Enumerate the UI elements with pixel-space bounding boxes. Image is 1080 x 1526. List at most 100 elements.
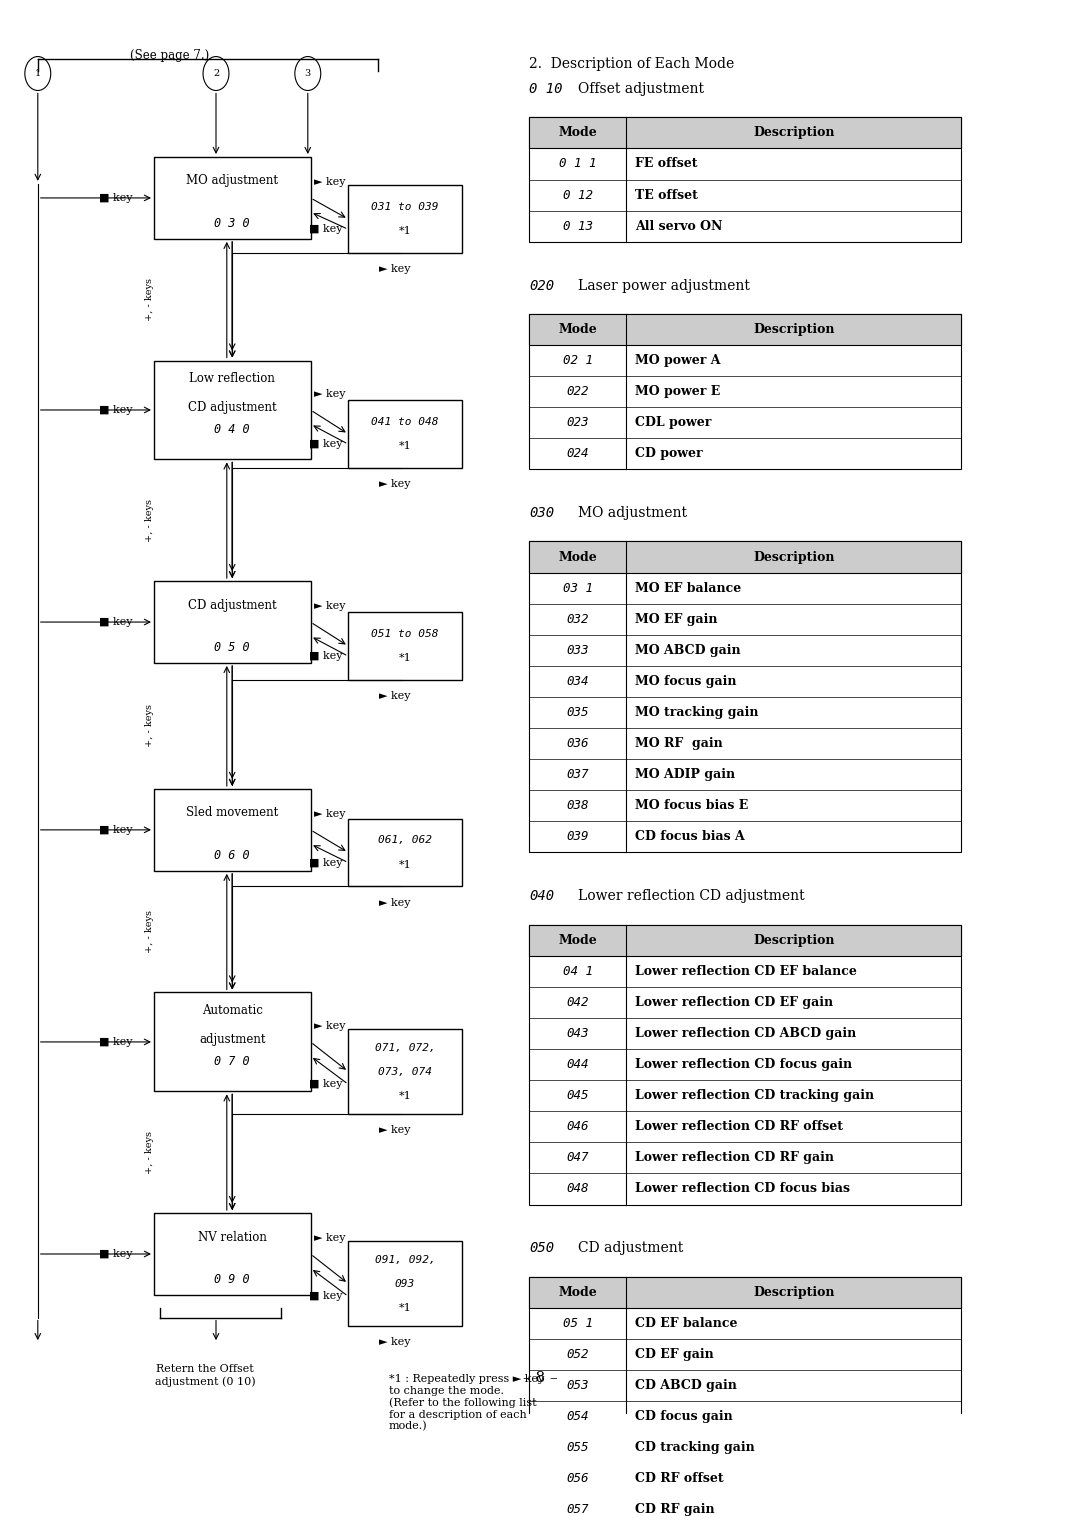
Text: ► key: ► key	[379, 479, 410, 490]
Text: 043: 043	[567, 1027, 589, 1039]
Text: 036: 036	[567, 737, 589, 751]
Text: 03 1: 03 1	[563, 581, 593, 595]
Text: CDL power: CDL power	[635, 417, 712, 429]
Text: CD ABCD gain: CD ABCD gain	[635, 1380, 737, 1392]
Text: 048: 048	[567, 1183, 589, 1195]
Text: 3: 3	[305, 69, 311, 78]
Bar	[529, 925, 961, 955]
Text: 0 13: 0 13	[563, 220, 593, 232]
Text: 02 1: 02 1	[563, 354, 593, 368]
Text: *1: *1	[399, 441, 411, 452]
Text: Lower reflection CD focus bias: Lower reflection CD focus bias	[635, 1183, 850, 1195]
Text: 091, 092,: 091, 092,	[375, 1254, 435, 1265]
Text: ► key: ► key	[313, 177, 346, 186]
Text: ► key: ► key	[379, 691, 410, 702]
Text: ■ key: ■ key	[309, 439, 343, 449]
Text: 0 1 1: 0 1 1	[559, 157, 596, 171]
Text: Description: Description	[753, 127, 835, 139]
Text: 040: 040	[529, 890, 554, 903]
Bar	[529, 542, 961, 572]
Text: Lower reflection CD focus gain: Lower reflection CD focus gain	[635, 1058, 852, 1071]
Text: Low reflection: Low reflection	[189, 372, 275, 386]
Text: Lower reflection CD RF offset: Lower reflection CD RF offset	[635, 1120, 843, 1134]
Text: 0 4 0: 0 4 0	[215, 423, 249, 436]
Text: 030: 030	[529, 507, 554, 520]
Text: Lower reflection CD RF gain: Lower reflection CD RF gain	[635, 1151, 834, 1164]
Text: CD focus bias A: CD focus bias A	[635, 830, 745, 844]
Text: Lower reflection CD ABCD gain: Lower reflection CD ABCD gain	[635, 1027, 856, 1039]
Text: MO focus bias E: MO focus bias E	[635, 800, 748, 812]
Text: 047: 047	[567, 1151, 589, 1164]
Text: 055: 055	[567, 1441, 589, 1454]
Text: ► key: ► key	[313, 1021, 346, 1030]
Text: Description: Description	[753, 551, 835, 563]
Text: CD EF gain: CD EF gain	[635, 1347, 714, 1361]
Text: MO tracking gain: MO tracking gain	[635, 707, 758, 719]
Text: 038: 038	[567, 800, 589, 812]
Text: 2: 2	[213, 69, 219, 78]
Text: 042: 042	[567, 996, 589, 1009]
Text: 093: 093	[395, 1279, 415, 1288]
Text: CD adjustment: CD adjustment	[578, 1241, 683, 1256]
Text: 032: 032	[567, 613, 589, 626]
Text: 057: 057	[567, 1503, 589, 1517]
Bar	[154, 360, 311, 459]
Bar	[154, 581, 311, 664]
Text: 023: 023	[567, 417, 589, 429]
Text: 0 5 0: 0 5 0	[215, 641, 249, 655]
Text: Mode: Mode	[558, 1286, 597, 1299]
Bar	[154, 1213, 311, 1296]
Text: *1: *1	[399, 859, 411, 870]
Text: Mode: Mode	[558, 934, 597, 946]
Text: ■ key: ■ key	[309, 1291, 343, 1302]
Text: +, - keys: +, - keys	[145, 705, 153, 748]
Text: *1 : Repeatedly press ► key
to change the mode.
(Refer to the following list
for: *1 : Repeatedly press ► key to change th…	[389, 1375, 544, 1431]
Text: 022: 022	[567, 385, 589, 398]
Text: 0 7 0: 0 7 0	[215, 1054, 249, 1068]
Text: Automatic: Automatic	[202, 1004, 262, 1018]
Text: Description: Description	[753, 1286, 835, 1299]
Text: CD focus gain: CD focus gain	[635, 1410, 733, 1424]
Text: Laser power adjustment: Laser power adjustment	[578, 279, 750, 293]
Text: 0 12: 0 12	[563, 189, 593, 201]
Text: Description: Description	[753, 934, 835, 946]
Text: 073, 074: 073, 074	[378, 1067, 432, 1077]
Text: +, - keys: +, - keys	[145, 499, 153, 542]
Text: 039: 039	[567, 830, 589, 844]
Text: MO adjustment: MO adjustment	[186, 174, 279, 188]
Text: Description: Description	[753, 324, 835, 336]
Text: 1: 1	[35, 69, 41, 78]
Text: Mode: Mode	[558, 127, 597, 139]
Bar	[154, 789, 311, 871]
Text: ■ key: ■ key	[98, 192, 133, 203]
Bar	[348, 818, 462, 887]
Text: ■ key: ■ key	[309, 652, 343, 661]
Text: 031 to 039: 031 to 039	[372, 201, 438, 212]
Bar	[529, 314, 961, 345]
Text: 024: 024	[567, 447, 589, 461]
Text: +, - keys: +, - keys	[145, 278, 153, 320]
Bar	[529, 925, 961, 1204]
Text: 035: 035	[567, 707, 589, 719]
Text: CD tracking gain: CD tracking gain	[635, 1441, 755, 1454]
Text: CD RF offset: CD RF offset	[635, 1473, 724, 1485]
Text: (See page 7.): (See page 7.)	[130, 49, 208, 63]
Text: ► key: ► key	[379, 897, 410, 908]
Text: *1: *1	[399, 653, 411, 664]
Text: 061, 062: 061, 062	[378, 835, 432, 845]
Text: Lower reflection CD EF gain: Lower reflection CD EF gain	[635, 996, 833, 1009]
Text: *1: *1	[399, 1303, 411, 1312]
Text: ► key: ► key	[379, 264, 410, 275]
Text: ► key: ► key	[313, 1233, 346, 1242]
Text: adjustment: adjustment	[199, 1033, 266, 1045]
Text: MO ADIP gain: MO ADIP gain	[635, 768, 735, 781]
Text: 052: 052	[567, 1347, 589, 1361]
Bar	[348, 185, 462, 253]
Text: Offset adjustment: Offset adjustment	[578, 82, 704, 96]
Text: *1: *1	[399, 226, 411, 237]
Text: MO power E: MO power E	[635, 385, 720, 398]
Text: 056: 056	[567, 1473, 589, 1485]
Bar	[348, 612, 462, 681]
Text: CD RF gain: CD RF gain	[635, 1503, 715, 1517]
Text: Mode: Mode	[558, 324, 597, 336]
